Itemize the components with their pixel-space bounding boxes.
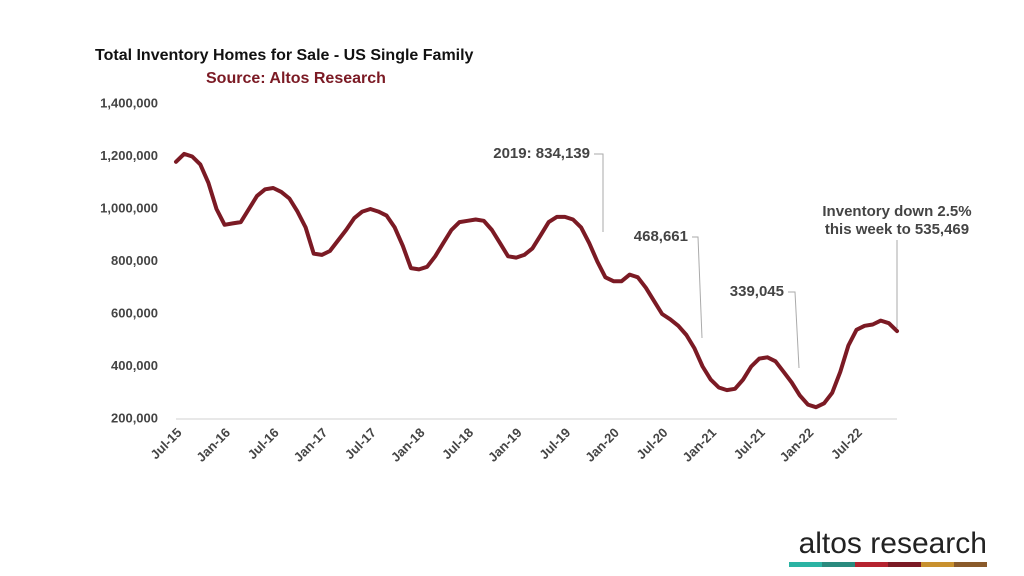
y-tick-label: 1,000,000 — [100, 200, 158, 215]
y-tick-label: 400,000 — [111, 358, 158, 373]
x-tick-label: Jul-22 — [828, 425, 865, 462]
x-tick-label: Jul-20 — [633, 425, 670, 462]
logo-bars — [789, 562, 987, 567]
line-series — [174, 151, 899, 410]
y-tick-label: 1,200,000 — [100, 148, 158, 163]
x-tick-label: Jul-21 — [731, 425, 768, 462]
annotation: 468,661 — [634, 228, 688, 245]
x-tick-label: Jan-20 — [582, 425, 622, 465]
x-tick-label: Jan-22 — [777, 425, 817, 465]
x-tick-label: Jul-16 — [245, 425, 282, 462]
y-tick-label: 800,000 — [111, 253, 158, 268]
y-tick-label: 200,000 — [111, 410, 158, 425]
x-tick-label: Jan-21 — [679, 425, 719, 465]
annotation: 339,045 — [730, 283, 784, 300]
x-tick-label: Jan-19 — [485, 425, 525, 465]
chart-title: Total Inventory Homes for Sale - US Sing… — [95, 47, 474, 64]
x-tick-label: Jul-15 — [147, 425, 184, 462]
annotation-leader — [692, 236, 703, 339]
logo: altos research — [799, 527, 987, 560]
x-tick-label: Jul-18 — [439, 425, 476, 462]
chart-subtitle: Source: Altos Research — [206, 70, 386, 87]
annotation-leader — [788, 291, 800, 369]
y-tick-label: 1,400,000 — [100, 95, 158, 110]
x-tick-label: Jul-17 — [342, 425, 379, 462]
annotation-leader — [594, 153, 604, 232]
x-tick-label: Jan-18 — [388, 425, 428, 465]
annotation: 2019: 834,139 — [493, 145, 590, 162]
y-tick-label: 600,000 — [111, 305, 158, 320]
x-tick-label: Jul-19 — [536, 425, 573, 462]
annotation: Inventory down 2.5% — [822, 203, 971, 220]
x-tick-label: Jan-16 — [193, 425, 233, 465]
x-tick-label: Jan-17 — [291, 425, 331, 465]
annotation: this week to 535,469 — [825, 221, 969, 238]
